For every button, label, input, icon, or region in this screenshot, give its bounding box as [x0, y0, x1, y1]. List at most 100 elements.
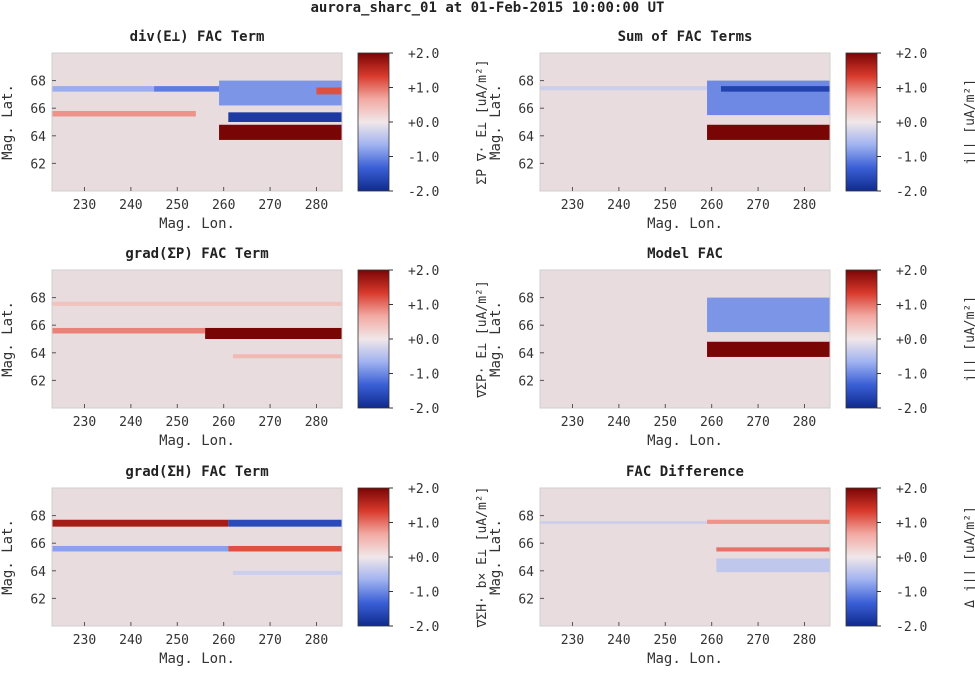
y-tick-label: 64: [518, 130, 534, 145]
x-axis-label: Mag. Lon.: [647, 216, 723, 232]
heatmap-band: [232, 354, 342, 359]
colorbar-tick-label: +0.0: [408, 333, 439, 348]
colorbar: [845, 52, 878, 192]
colorbar-tick-label: -1.0: [896, 586, 927, 601]
heatmap-band: [52, 110, 196, 117]
x-tick-label: 270: [258, 198, 281, 213]
panel-1: div(E⊥) FAC Term 230 240 250 260 270 280 Mag. L…: [0, 29, 490, 232]
colorbar-tick-label: +0.0: [896, 116, 927, 131]
x-tick-label: 280: [793, 415, 816, 430]
y-tick-label: 62: [518, 374, 534, 389]
colorbar-label: Δ j|| [uA/m²]: [963, 506, 975, 608]
colorbar-tick-label: -2.0: [896, 185, 927, 200]
panel-title: Model FAC: [647, 246, 723, 262]
heatmap-band: [228, 545, 342, 552]
x-tick-label: 250: [166, 633, 189, 648]
axes-frame: [51, 269, 343, 409]
colorbar-tick-label: +1.0: [408, 517, 439, 532]
y-tick-label: 64: [30, 565, 46, 580]
colorbar-tick-label: -2.0: [896, 402, 927, 417]
x-axis-label: Mag. Lon.: [647, 651, 723, 667]
y-axis-label: Mag. Lat.: [488, 519, 504, 595]
x-tick-label: 260: [700, 415, 723, 430]
y-tick-label: 64: [30, 347, 46, 362]
colorbar-tick-label: -1.0: [896, 368, 927, 383]
x-tick-label: 280: [305, 415, 328, 430]
colorbar: [357, 269, 390, 409]
x-tick-label: 260: [700, 198, 723, 213]
heatmap-band: [205, 327, 342, 339]
panel-title: grad(ΣP) FAC Term: [125, 246, 268, 262]
y-tick-label: 62: [30, 374, 46, 389]
figure-title: aurora_sharc_01 at 01-Feb-2015 10:00:00 …: [310, 0, 665, 16]
heatmap-background: [540, 53, 830, 191]
heatmap-band: [707, 124, 830, 140]
x-axis-label: Mag. Lon.: [159, 651, 235, 667]
colorbar-tick-label: +0.0: [408, 116, 439, 131]
panel-title: grad(ΣH) FAC Term: [125, 464, 268, 480]
colorbar-tick-label: +2.0: [408, 264, 439, 279]
colorbar-label: ∇ΣP· E⊥ [uA/m²]: [475, 280, 490, 398]
y-axis-label: Mag. Lat.: [0, 84, 16, 160]
x-axis-label: Mag. Lon.: [647, 433, 723, 449]
y-axis-label: Mag. Lat.: [488, 84, 504, 160]
panel-title: div(E⊥) FAC Term: [130, 29, 265, 45]
colorbar-tick-label: +0.0: [896, 333, 927, 348]
x-tick-label: 250: [654, 633, 677, 648]
x-tick-label: 280: [793, 198, 816, 213]
heatmap-background: [540, 270, 830, 408]
heatmap-band: [52, 545, 229, 552]
x-tick-label: 260: [212, 198, 235, 213]
panel-5: grad(ΣH) FAC Term 230 240 250 260 270 280 Mag. …: [0, 464, 490, 667]
heatmap-band: [540, 521, 830, 524]
axes-frame: [51, 52, 343, 192]
colorbar-label: ∇ΣH· b× E⊥ [uA/m²]: [475, 487, 490, 629]
y-tick-label: 64: [518, 565, 534, 580]
x-tick-label: 270: [746, 415, 769, 430]
panel-4: Model FAC 230 240 250 260 270 280 Mag. Lon. 62 64…: [488, 246, 975, 449]
x-tick-label: 240: [119, 633, 142, 648]
x-tick-label: 270: [746, 633, 769, 648]
axes-frame: [539, 52, 831, 192]
heatmap-band: [707, 297, 830, 333]
heatmap-band: [52, 519, 229, 527]
y-axis-label: Mag. Lat.: [0, 301, 16, 377]
x-tick-label: 270: [746, 198, 769, 213]
x-tick-label: 240: [119, 198, 142, 213]
colorbar-tick-label: +2.0: [408, 482, 439, 497]
colorbar-tick-label: -1.0: [896, 151, 927, 166]
heatmap-band: [228, 112, 342, 122]
axes-frame: [539, 487, 831, 627]
heatmap-band: [316, 87, 342, 95]
heatmap-band: [219, 124, 342, 140]
heatmap-band: [707, 80, 830, 116]
colorbar-tick-label: -2.0: [896, 620, 927, 635]
colorbar-tick-label: +2.0: [896, 482, 927, 497]
y-tick-label: 64: [30, 130, 46, 145]
y-tick-label: 68: [518, 292, 534, 307]
heatmap-band: [52, 86, 155, 92]
y-axis-label: Mag. Lat.: [488, 301, 504, 377]
x-tick-label: 260: [212, 633, 235, 648]
colorbar-tick-label: -1.0: [408, 368, 439, 383]
heatmap-background: [52, 488, 342, 626]
x-tick-label: 250: [654, 198, 677, 213]
colorbar-label: ΣP ∇· E⊥ [uA/m²]: [475, 59, 490, 184]
x-tick-label: 240: [607, 198, 630, 213]
colorbar: [357, 487, 390, 627]
x-axis-label: Mag. Lon.: [159, 433, 235, 449]
y-tick-label: 62: [30, 592, 46, 607]
colorbar-tick-label: -1.0: [408, 151, 439, 166]
y-tick-label: 66: [30, 319, 46, 334]
y-tick-label: 62: [518, 157, 534, 172]
x-tick-label: 280: [305, 198, 328, 213]
heatmap-band: [154, 86, 220, 92]
x-axis-label: Mag. Lon.: [159, 216, 235, 232]
y-tick-label: 62: [30, 157, 46, 172]
colorbar-tick-label: +1.0: [896, 299, 927, 314]
colorbar-tick-label: +1.0: [408, 299, 439, 314]
panel-title: Sum of FAC Terms: [618, 29, 753, 45]
colorbar-label: j|| [uA/m²]: [963, 296, 975, 382]
panel-3: grad(ΣP) FAC Term 230 240 250 260 270 280 Mag. …: [0, 246, 490, 449]
